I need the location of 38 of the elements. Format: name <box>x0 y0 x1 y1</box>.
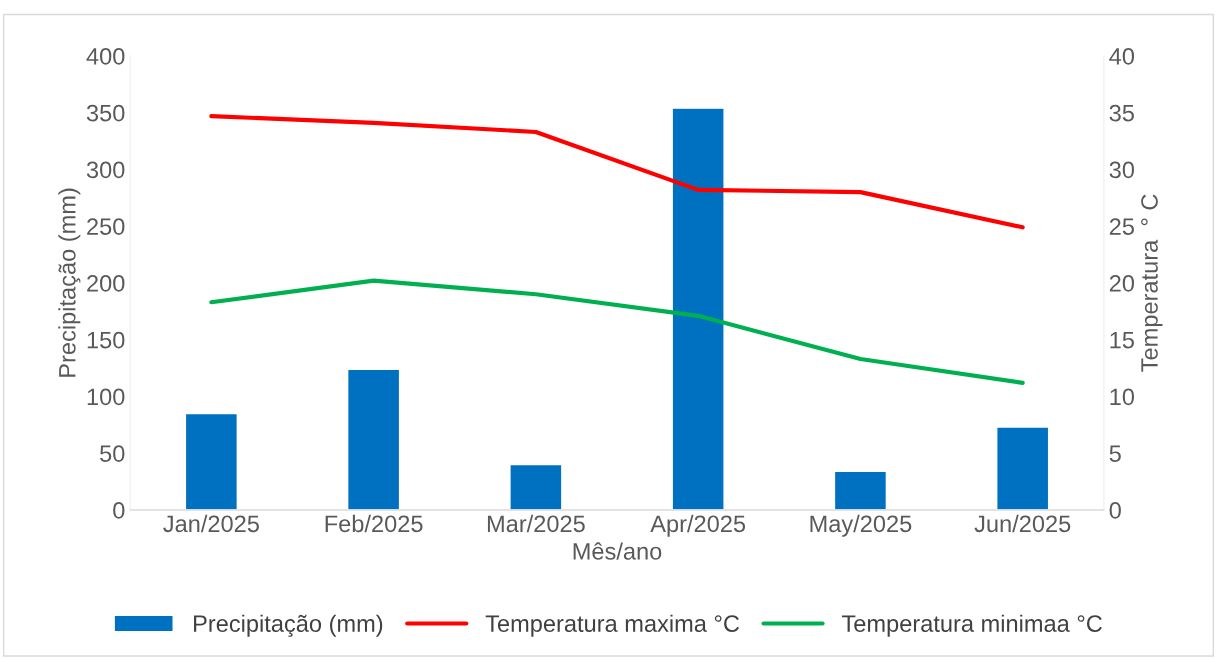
y-tick-label: 200 <box>87 275 125 292</box>
y2-tick-label: 10 <box>1110 388 1135 406</box>
line-series <box>209 278 1025 385</box>
y-tick-label: 250 <box>87 218 125 235</box>
y-tick-label: 350 <box>86 104 125 122</box>
y-tick-label: 50 <box>100 445 125 462</box>
legend-label: Temperatura minimaa °C <box>842 614 1102 637</box>
y2-tick-label: 30 <box>1109 161 1135 179</box>
y-tick-label: 400 <box>86 48 125 65</box>
bar <box>996 426 1050 510</box>
bar <box>671 107 725 510</box>
legend-label: Precipitação (mm) <box>194 614 383 637</box>
y-tick-label: 0 <box>113 502 125 519</box>
legend-label: Temperatura maxima °C <box>485 614 740 637</box>
bar <box>346 368 401 510</box>
y2-tick-label: 35 <box>1109 104 1134 122</box>
x-tick-label: Apr/2025 <box>650 514 746 537</box>
y2-tick-label: 5 <box>1109 445 1121 462</box>
bar <box>184 412 239 510</box>
x-tick-label: Jan/2025 <box>163 514 259 533</box>
x-tick-label: Jun/2025 <box>974 514 1071 533</box>
x-axis-title: Mês/ano <box>573 542 662 560</box>
y2-tick-label: 20 <box>1109 275 1135 292</box>
y2-tick-label: 15 <box>1110 332 1134 349</box>
bar <box>509 463 563 510</box>
y-tick-label: 150 <box>87 331 125 349</box>
y2-tick-label: 0 <box>1109 502 1121 519</box>
x-tick-label: May/2025 <box>810 514 912 537</box>
y-tick-label: 100 <box>87 388 125 406</box>
line-series <box>209 114 1025 230</box>
x-tick-label: Feb/2025 <box>325 514 423 533</box>
y2-tick-label: 25 <box>1109 218 1134 235</box>
y2-axis-title: Temperatura ° C <box>1141 194 1163 372</box>
y-axis-title: Precipitação (mm) <box>58 188 81 377</box>
bar <box>833 470 888 510</box>
y2-tick-label: 40 <box>1109 48 1135 65</box>
y-tick-label: 300 <box>86 161 125 179</box>
x-tick-label: Mar/2025 <box>487 514 585 533</box>
